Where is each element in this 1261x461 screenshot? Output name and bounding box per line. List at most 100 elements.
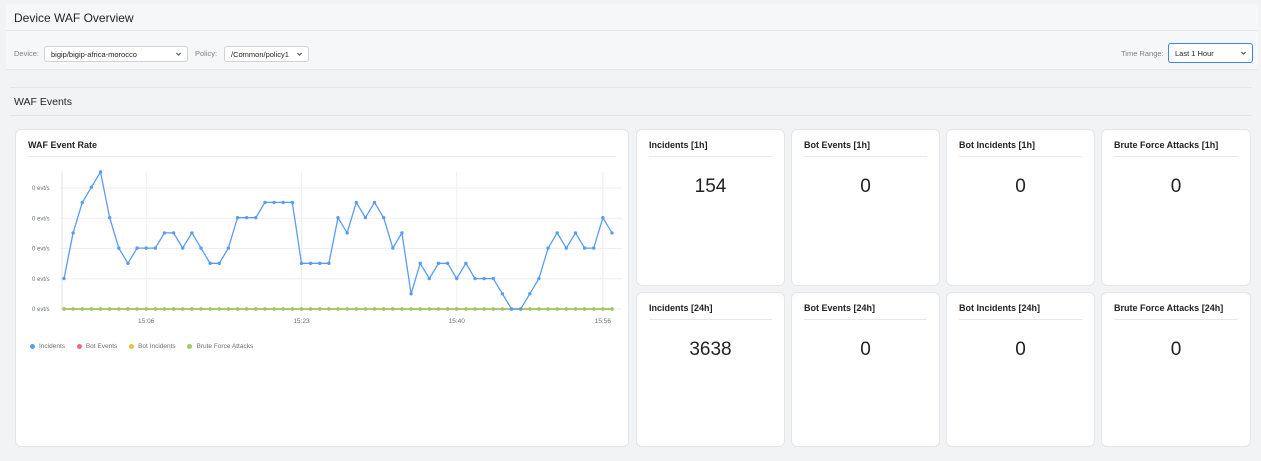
data-point [345,307,349,311]
data-point [144,307,148,311]
data-point [117,246,121,250]
data-point [455,276,459,281]
data-point [71,307,75,311]
device-select[interactable]: bigip/bigip-africa-morocco [44,46,188,62]
data-point [318,307,322,311]
legend-dot [76,343,82,349]
data-point [546,307,550,311]
data-point [199,246,203,250]
data-point [135,246,139,250]
time-range-select-value: Last 1 Hour [1175,49,1214,58]
data-point [500,307,505,311]
data-point [318,261,322,266]
data-point [226,307,231,311]
data-point [610,307,614,311]
card-divider [959,156,1082,157]
data-point [98,170,103,174]
card-divider [804,156,927,157]
legend-item-incidents[interactable]: Incidents [30,343,65,350]
stat-card-bot-events-1h: Bot Events [1h] 0 [791,129,940,286]
card-divider [28,156,616,157]
legend-dot [187,343,193,349]
data-point [445,261,450,266]
policy-label: Policy: [195,49,218,58]
chart-legend: Incidents Bot Events Bot Incidents Brute… [30,343,263,350]
page-header: Device WAF Overview [6,4,1258,31]
policy-select-value: /Common/policy1 [231,50,289,59]
data-point [263,307,267,311]
chevron-down-icon [1240,51,1247,55]
data-point [336,307,340,311]
data-point [491,276,495,281]
data-point [528,292,532,296]
policy-select[interactable]: /Common/policy1 [224,46,309,62]
data-point [263,200,267,205]
x-tick-label: 15:40 [449,318,466,325]
data-point [272,307,276,311]
data-point [290,200,295,205]
chevron-down-icon [296,52,303,56]
data-point [254,215,258,220]
data-point [482,276,486,281]
data-point [418,261,422,266]
data-point [345,231,349,235]
data-point [226,246,231,250]
filter-toolbar: Device: bigip/bigip-africa-morocco Polic… [6,31,1258,70]
data-point [98,307,103,311]
data-point [509,307,514,311]
data-point [464,307,468,311]
data-point [80,307,84,311]
legend-item-bot-events[interactable]: Bot Events [76,343,117,350]
data-point [80,200,84,205]
data-point [518,307,523,311]
stat-value: 0 [1015,339,1026,360]
x-tick-label: 15:56 [595,318,612,325]
stat-title: Bot Incidents [24h] [959,303,1041,313]
section-title: WAF Events [14,96,72,108]
data-point [135,307,139,311]
stat-card-bot-incidents-1h: Bot Incidents [1h] 0 [946,129,1095,286]
data-point [281,200,285,205]
stat-value: 0 [1015,176,1026,197]
data-point [500,292,505,296]
data-point [89,307,94,311]
data-point [308,307,313,311]
data-point [381,215,386,220]
chevron-down-icon [175,52,182,56]
data-point [601,215,605,220]
waf-event-rate-chart: 0 evt/s 0 evt/s 0 evt/s 0 evt/s 0 evt/s 15:06… [32,170,622,325]
legend-item-brute-force-attacks[interactable]: Brute Force Attacks [187,343,253,350]
data-point [573,307,578,311]
data-point [372,307,377,311]
data-point [126,307,130,311]
data-point [254,307,258,311]
stat-title: Bot Incidents [1h] [959,140,1035,150]
data-point [381,307,386,311]
data-point [610,231,614,235]
time-range-select[interactable]: Last 1 Hour [1168,43,1253,63]
data-point [299,261,304,266]
data-point [436,261,441,266]
data-point [89,185,94,189]
data-point [190,231,194,235]
data-point [436,307,441,311]
data-point [537,307,541,311]
data-point [299,307,304,311]
data-point [427,307,432,311]
legend-item-bot-incidents[interactable]: Bot Incidents [129,343,176,350]
stat-title: Brute Force Attacks [1h] [1114,140,1219,150]
data-point [327,261,331,266]
stat-title: Brute Force Attacks [24h] [1114,303,1224,313]
data-point [537,276,541,281]
data-point [153,246,158,250]
data-point [327,307,331,311]
data-point [491,307,495,311]
stat-value: 0 [860,176,871,197]
stat-value: 3638 [689,339,732,360]
data-point [464,261,468,266]
legend-dot [129,343,135,349]
card-divider [649,156,772,157]
data-point [482,307,486,311]
stat-value: 0 [860,339,871,360]
legend-dot [30,343,35,349]
